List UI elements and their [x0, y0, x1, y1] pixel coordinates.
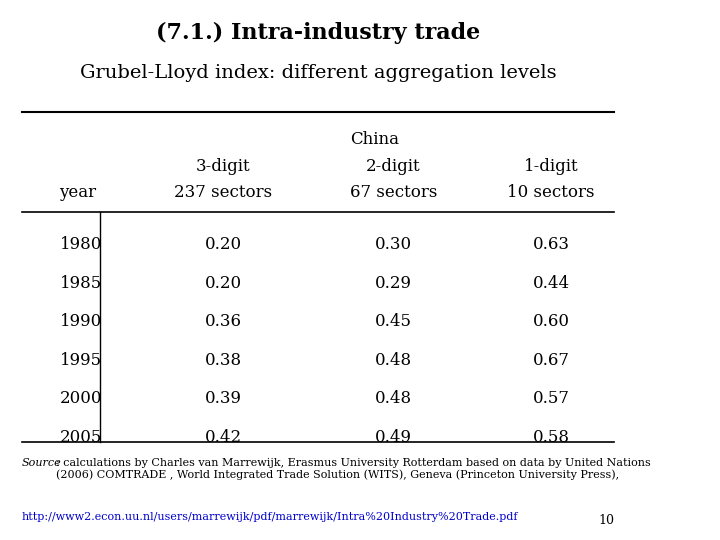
- Text: 1990: 1990: [60, 313, 102, 330]
- Text: 0.48: 0.48: [375, 390, 412, 407]
- Text: 0.20: 0.20: [204, 237, 242, 253]
- Text: 0.39: 0.39: [205, 390, 242, 407]
- Text: 3-digit: 3-digit: [196, 158, 251, 175]
- Text: 2000: 2000: [60, 390, 102, 407]
- Text: 0.45: 0.45: [375, 313, 412, 330]
- Text: 0.57: 0.57: [533, 390, 570, 407]
- Text: 0.48: 0.48: [375, 352, 412, 369]
- Text: 1980: 1980: [60, 237, 102, 253]
- Text: http://www2.econ.uu.nl/users/marrewijk/pdf/marrewijk/Intra%20Industry%20Trade.pd: http://www2.econ.uu.nl/users/marrewijk/p…: [22, 511, 518, 522]
- Text: 0.63: 0.63: [533, 237, 570, 253]
- Text: (7.1.) Intra-industry trade: (7.1.) Intra-industry trade: [156, 22, 480, 44]
- Text: 2005: 2005: [60, 429, 102, 446]
- Text: 0.36: 0.36: [205, 313, 242, 330]
- Text: 10 sectors: 10 sectors: [508, 185, 595, 201]
- Text: 2-digit: 2-digit: [366, 158, 421, 175]
- Text: 0.42: 0.42: [204, 429, 242, 446]
- Text: 10: 10: [598, 514, 614, 526]
- Text: China: China: [350, 131, 399, 148]
- Text: 0.29: 0.29: [375, 275, 412, 292]
- Text: year: year: [60, 185, 96, 201]
- Text: 1-digit: 1-digit: [523, 158, 578, 175]
- Text: 0.58: 0.58: [533, 429, 570, 446]
- Text: Grubel-Lloyd index: different aggregation levels: Grubel-Lloyd index: different aggregatio…: [80, 64, 557, 82]
- Text: 0.20: 0.20: [204, 275, 242, 292]
- Text: 0.38: 0.38: [204, 352, 242, 369]
- Text: 1995: 1995: [60, 352, 102, 369]
- Text: 0.60: 0.60: [533, 313, 570, 330]
- Text: 0.67: 0.67: [533, 352, 570, 369]
- Text: : calculations by Charles van Marrewijk, Erasmus University Rotterdam based on d: : calculations by Charles van Marrewijk,…: [56, 458, 651, 481]
- Text: 1985: 1985: [60, 275, 102, 292]
- Text: 237 sectors: 237 sectors: [174, 185, 272, 201]
- Text: 67 sectors: 67 sectors: [350, 185, 437, 201]
- Text: 0.30: 0.30: [375, 237, 412, 253]
- Text: 0.49: 0.49: [375, 429, 412, 446]
- Text: 0.44: 0.44: [533, 275, 570, 292]
- Text: Source: Source: [22, 458, 61, 468]
